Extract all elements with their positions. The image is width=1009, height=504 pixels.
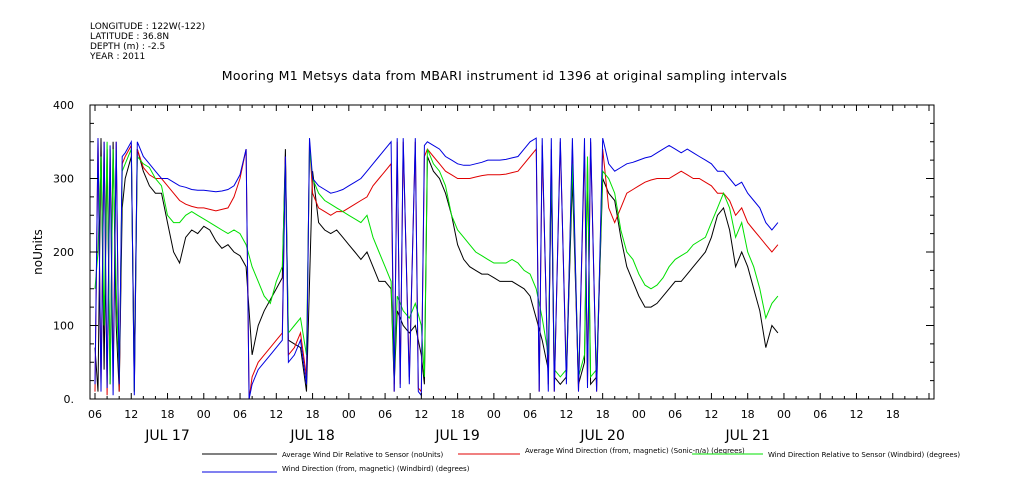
x-tick-label: 06 (523, 408, 537, 421)
x-tick-label: 06 (813, 408, 827, 421)
x-tick-label: 18 (596, 408, 610, 421)
x-tick-label: 00 (342, 408, 356, 421)
y-tick-label: 0. (64, 393, 75, 406)
series-line-2 (94, 138, 779, 400)
legend-label-3: Wind Direction Relative to Sensor (Windb… (768, 451, 960, 459)
y-axis-label: noUnits (31, 229, 45, 275)
axes: 0. 100 200 300 400 06 12 18 00 06 12 18 00 06 12 18 00 06… (53, 99, 934, 444)
x-tick-label: 00 (487, 408, 501, 421)
x-tick-label: 12 (704, 408, 718, 421)
x-tick-label: 12 (849, 408, 863, 421)
series-line-4 (94, 137, 779, 400)
y-tick-label: 100 (53, 320, 74, 333)
day-label: JUL 17 (144, 428, 189, 444)
x-tick-label: 12 (559, 408, 573, 421)
day-label: JUL 18 (289, 428, 334, 444)
metadata-block: LONGITUDE : 122W(-122) LATITUDE : 36.8N … (90, 22, 205, 62)
plot-frame (89, 104, 935, 400)
legend: Average Wind Dir Relative to Sensor (noU… (202, 447, 960, 473)
y-tick-label: 200 (53, 246, 74, 259)
x-tick-label: 00 (632, 408, 646, 421)
x-tick-label: 18 (451, 408, 465, 421)
x-tick-label: 06 (668, 408, 682, 421)
day-label: JUL 19 (434, 428, 479, 444)
chart-title: Mooring M1 Metsys data from MBARI instru… (221, 68, 788, 83)
latitude-text: LATITUDE : 36.8N (90, 32, 170, 42)
series-line-3 (94, 141, 779, 392)
y-tick-label: 400 (53, 99, 74, 112)
plot-lines (94, 137, 779, 400)
longitude-text: LONGITUDE : 122W(-122) (90, 22, 206, 32)
x-tick-label: 00 (197, 408, 211, 421)
x-tick-label: 18 (886, 408, 900, 421)
x-tick-label: 06 (233, 408, 247, 421)
x-tick-label: 00 (777, 408, 791, 421)
day-label: JUL 20 (579, 428, 624, 444)
x-tick-label: 18 (741, 408, 755, 421)
legend-label-1: Average Wind Dir Relative to Sensor (noU… (282, 451, 443, 459)
y-tick-label: 300 (53, 173, 74, 186)
x-tick-label: 18 (306, 408, 320, 421)
year-text: YEAR : 2011 (90, 52, 146, 62)
x-tick-label: 06 (88, 408, 102, 421)
depth-text: DEPTH (m) : -2.5 (90, 42, 166, 52)
x-tick-label: 12 (269, 408, 283, 421)
series-line-1 (94, 138, 779, 392)
legend-label-2: Average Wind Direction (from, magnetic) … (525, 447, 745, 455)
x-tick-label: 12 (124, 408, 138, 421)
legend-label-4: Wind Direction (from, magnetic) (Windbir… (282, 465, 470, 473)
x-tick-label: 12 (414, 408, 428, 421)
x-tick-label: 06 (378, 408, 392, 421)
day-label: JUL 21 (724, 428, 769, 444)
x-tick-label: 18 (161, 408, 175, 421)
